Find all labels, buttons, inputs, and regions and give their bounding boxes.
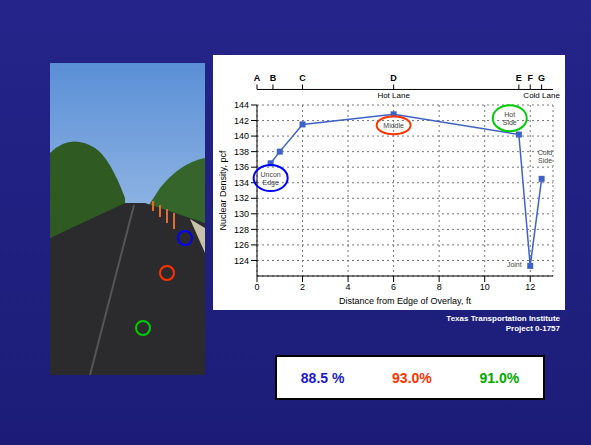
svg-text:Hot Lane: Hot Lane: [377, 91, 410, 100]
svg-text:F: F: [527, 73, 533, 83]
svg-text:136: 136: [234, 162, 249, 172]
svg-text:Middle: Middle: [383, 122, 404, 129]
svg-text:C: C: [299, 73, 306, 83]
html-text:Project 0-1757: Project 0-1757: [505, 324, 560, 333]
svg-text:132: 132: [234, 193, 249, 203]
svg-text:Cold: Cold: [538, 149, 553, 156]
svg-text:124: 124: [234, 256, 249, 266]
svg-text:D: D: [390, 73, 397, 83]
svg-text:Cold Lane: Cold Lane: [523, 91, 560, 100]
svg-text:Joint: Joint: [507, 261, 522, 268]
svg-text:126: 126: [234, 240, 249, 250]
svg-text:G: G: [538, 73, 545, 83]
svg-text:130: 130: [234, 209, 249, 219]
svg-text:138: 138: [234, 147, 249, 157]
svg-text:134: 134: [234, 178, 249, 188]
svg-text:Distance from Edge of Overlay,: Distance from Edge of Overlay, ft: [339, 296, 471, 306]
html-text:93.0%: 93.0%: [392, 369, 432, 386]
svg-text:E: E: [516, 73, 522, 83]
svg-text:144: 144: [234, 100, 249, 110]
svg-text:Hot: Hot: [504, 111, 515, 118]
svg-text:142: 142: [234, 116, 249, 126]
svg-text:6: 6: [391, 282, 396, 292]
svg-text:Side: Side: [538, 157, 552, 164]
svg-text:8: 8: [437, 282, 442, 292]
svg-text:Uncon: Uncon: [261, 171, 281, 178]
svg-text:Nuclear Density, pcf: Nuclear Density, pcf: [218, 150, 228, 230]
svg-text:Edge: Edge: [262, 179, 278, 187]
svg-text:140: 140: [234, 131, 249, 141]
html-text:Texas Transportation Institute: Texas Transportation Institute: [446, 314, 560, 323]
html-text:91.0%: 91.0%: [479, 369, 520, 386]
svg-text:12: 12: [525, 282, 535, 292]
svg-text:128: 128: [234, 225, 249, 235]
html-text:88.5 %: 88.5 %: [300, 369, 345, 386]
svg-text:10: 10: [480, 282, 490, 292]
svg-text:2: 2: [300, 282, 305, 292]
svg-text:0: 0: [254, 282, 259, 292]
svg-text:A: A: [254, 73, 261, 83]
svg-text:B: B: [270, 73, 277, 83]
svg-text:Side: Side: [503, 119, 517, 126]
svg-text:4: 4: [346, 282, 351, 292]
